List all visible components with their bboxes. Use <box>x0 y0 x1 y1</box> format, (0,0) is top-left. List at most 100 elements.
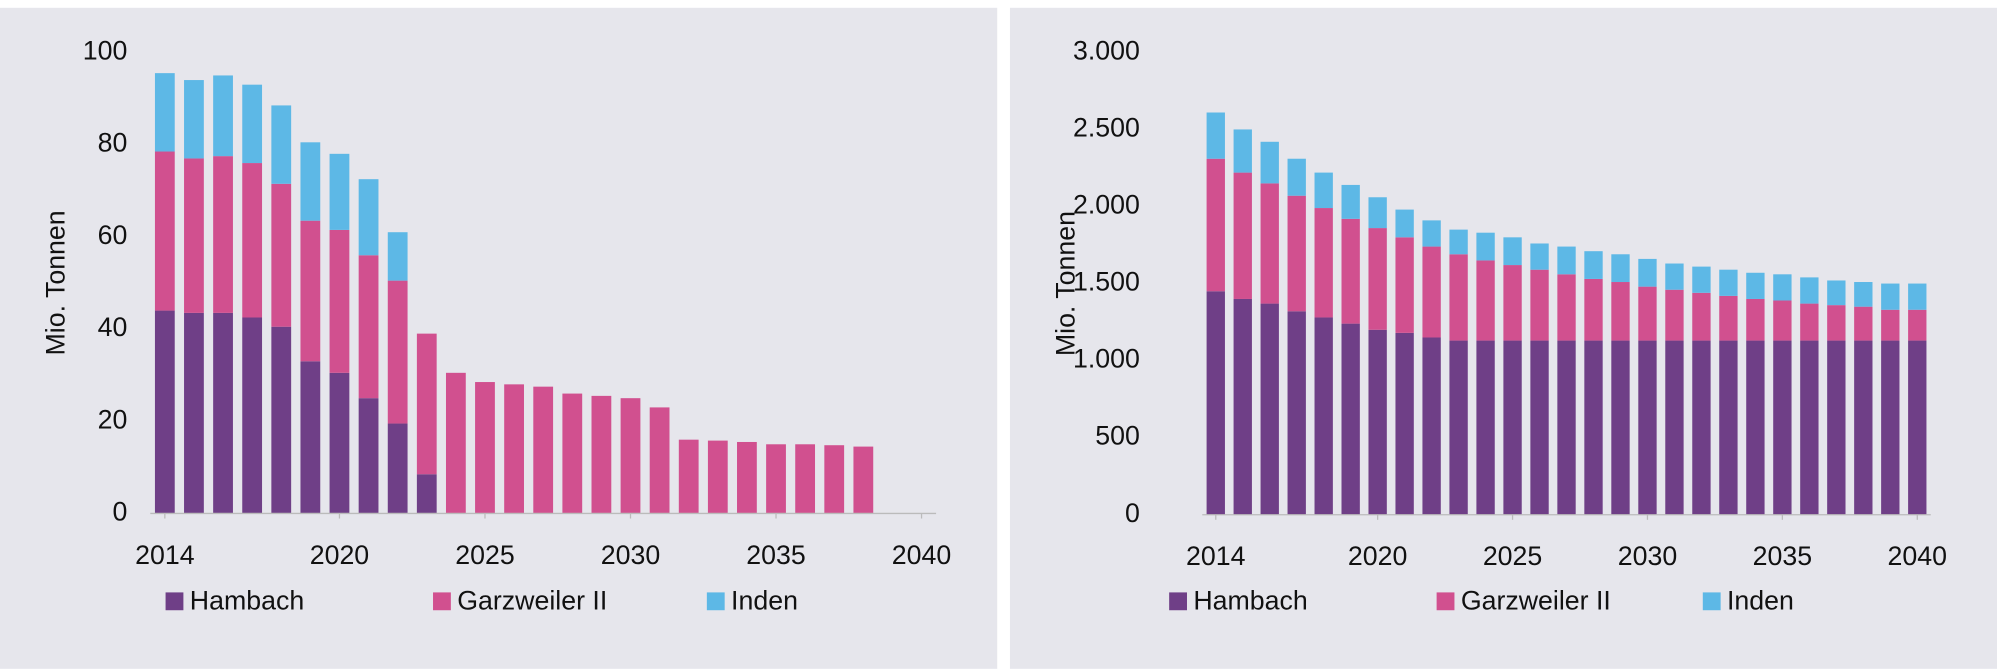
bar <box>213 312 233 514</box>
bar <box>649 407 670 514</box>
y-tick-label: 1.500 <box>1073 267 1140 297</box>
bar <box>358 179 379 256</box>
bar <box>387 423 408 514</box>
bar <box>1557 340 1576 515</box>
x-tick-label: 2025 <box>455 540 514 570</box>
bar <box>1287 158 1306 196</box>
x-tick-label: 2030 <box>1618 541 1677 571</box>
x-tick-label: 2014 <box>1186 541 1246 571</box>
bar <box>1773 300 1792 341</box>
bar <box>1449 254 1468 341</box>
y-tick-label: 3.000 <box>1073 35 1140 65</box>
bar <box>1827 340 1846 515</box>
bar <box>387 232 408 281</box>
bar <box>1368 197 1387 229</box>
bar <box>1692 266 1711 293</box>
bar <box>271 326 292 514</box>
bar <box>1827 305 1846 341</box>
bar <box>737 441 757 514</box>
bar <box>416 333 437 475</box>
bar <box>1665 340 1684 515</box>
bar <box>416 474 437 514</box>
bar <box>1287 311 1306 515</box>
bar <box>1854 306 1873 341</box>
bar <box>154 310 175 514</box>
bar <box>1260 141 1279 184</box>
legend-swatch <box>1702 592 1721 611</box>
bar <box>1395 209 1414 238</box>
x-tick-label: 2030 <box>601 540 660 570</box>
bar <box>853 446 874 514</box>
bar <box>1530 243 1549 270</box>
x-tick-label: 2035 <box>746 540 805 570</box>
bar <box>1719 340 1738 515</box>
bar <box>1746 298 1765 341</box>
bar <box>591 395 612 514</box>
y-tick-label: 2.500 <box>1073 113 1140 143</box>
bar <box>1692 340 1711 515</box>
bar <box>1611 282 1630 341</box>
bar <box>1719 295 1738 341</box>
bar <box>475 382 495 514</box>
y-tick-label: 40 <box>98 312 128 342</box>
legend-swatch <box>1169 592 1187 611</box>
legend-swatch <box>706 592 725 611</box>
bar <box>1665 263 1684 290</box>
bar <box>620 398 641 514</box>
legend-label: Garzweiler II <box>1461 586 1611 616</box>
bar <box>1584 340 1603 515</box>
y-tick-label: 500 <box>1095 421 1140 451</box>
bar <box>795 444 816 514</box>
bar <box>1584 278 1603 341</box>
bar <box>1773 340 1792 515</box>
bar <box>358 398 379 514</box>
bar <box>1584 251 1603 279</box>
bar <box>154 151 175 311</box>
bar <box>1719 269 1738 296</box>
bar <box>1260 303 1279 515</box>
bar <box>1746 340 1765 515</box>
bar <box>184 80 204 159</box>
bar <box>329 229 350 373</box>
x-tick-label: 2020 <box>1348 541 1407 571</box>
bar <box>1611 340 1630 515</box>
bar <box>1368 329 1387 515</box>
bar <box>1557 246 1576 275</box>
bar <box>1611 254 1630 283</box>
y-tick-label: 0 <box>112 497 127 527</box>
bar <box>1341 323 1360 515</box>
legend-label: Inden <box>1727 586 1794 616</box>
bar <box>271 105 292 184</box>
bar <box>1530 269 1549 341</box>
y-tick-label: 60 <box>98 220 128 250</box>
bar <box>1206 112 1225 159</box>
legend-label: Hambach <box>1193 586 1307 616</box>
bar <box>1341 218 1360 324</box>
bar <box>562 393 583 514</box>
x-tick-label: 2020 <box>310 540 369 570</box>
bar <box>1503 237 1522 266</box>
bar <box>184 312 204 514</box>
x-tick-label: 2035 <box>1753 541 1812 571</box>
bar <box>1206 291 1225 515</box>
bar <box>1638 286 1657 341</box>
bar <box>154 73 175 152</box>
bar <box>1314 172 1333 209</box>
bar <box>1233 172 1252 299</box>
bar <box>1881 283 1900 310</box>
bar <box>1422 246 1441 338</box>
bar <box>329 153 350 230</box>
bar <box>1341 184 1360 219</box>
legend-swatch <box>165 592 184 611</box>
bar <box>271 183 292 327</box>
bar <box>1800 340 1819 515</box>
bar <box>1206 158 1225 292</box>
bar <box>1881 309 1900 341</box>
bar <box>1692 292 1711 341</box>
x-tick-label: 2040 <box>892 540 951 570</box>
bar <box>1422 220 1441 247</box>
bar <box>387 280 408 424</box>
y-tick-label: 0 <box>1125 498 1140 528</box>
